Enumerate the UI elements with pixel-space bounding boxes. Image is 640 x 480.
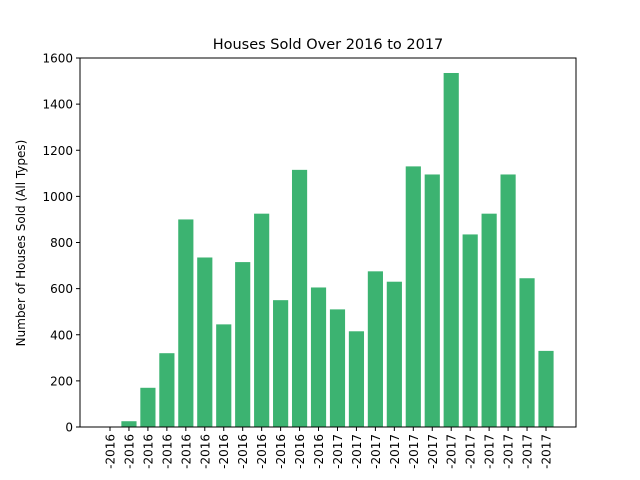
x-tick-label: -2016 xyxy=(198,434,212,469)
y-tick-label: 1000 xyxy=(42,190,73,204)
x-tick-label: -2017 xyxy=(540,434,554,469)
y-axis-ticks: 0 200 400 600 800 1000 1200 1400 1600 xyxy=(42,52,80,435)
chart-title: Houses Sold Over 2016 to 2017 xyxy=(213,37,444,53)
y-tick-label: 400 xyxy=(50,328,73,342)
x-tick-label: -2017 xyxy=(388,434,402,469)
x-axis-ticks: -2016 -2016 -2016 -2016 -2016 -2016 -2016 -2016… xyxy=(104,427,554,469)
x-tick-label: -2016 xyxy=(141,434,155,469)
bar xyxy=(424,174,440,427)
bar xyxy=(121,421,137,427)
bar xyxy=(367,271,383,427)
bar xyxy=(310,287,327,427)
bars-group xyxy=(121,72,554,428)
bar xyxy=(140,387,156,427)
y-tick-label: 1200 xyxy=(42,144,73,158)
plot-frame xyxy=(79,57,577,428)
x-tick-label: -2016 xyxy=(160,434,174,469)
x-tick-label: -2016 xyxy=(179,434,193,469)
bar xyxy=(178,219,194,427)
x-tick-label: -2017 xyxy=(521,434,535,469)
bar xyxy=(197,257,213,427)
x-tick-label: -2017 xyxy=(369,434,383,469)
x-tick-label: -2017 xyxy=(350,434,364,469)
bar xyxy=(386,281,402,427)
x-tick-label: -2017 xyxy=(483,434,497,469)
x-tick-label: -2016 xyxy=(236,434,250,469)
y-tick-label: 200 xyxy=(50,374,73,388)
x-tick-label: -2017 xyxy=(445,434,459,469)
bar xyxy=(291,169,308,427)
bar xyxy=(216,324,232,427)
bar xyxy=(481,213,497,427)
x-tick-label: -2016 xyxy=(255,434,269,469)
bar xyxy=(235,262,251,427)
x-tick-label: -2016 xyxy=(274,434,288,469)
y-tick-label: 1600 xyxy=(42,52,73,66)
bar xyxy=(519,278,535,427)
y-tick-label: 600 xyxy=(50,282,73,296)
x-tick-label: -2016 xyxy=(312,434,326,469)
bar xyxy=(500,174,516,427)
x-tick-label: -2017 xyxy=(464,434,478,469)
bar xyxy=(462,234,478,427)
x-tick-label: -2016 xyxy=(122,434,136,469)
x-tick-label: -2017 xyxy=(426,434,440,469)
x-tick-label: -2016 xyxy=(293,434,307,469)
y-axis-label: Number of Houses Sold (All Types) xyxy=(14,140,28,347)
bar xyxy=(405,166,421,427)
y-tick-label: 1400 xyxy=(42,98,73,112)
x-tick-label: -2016 xyxy=(217,434,231,469)
y-tick-label: 0 xyxy=(65,421,73,435)
bar xyxy=(329,309,346,427)
x-tick-label: -2017 xyxy=(331,434,345,469)
bar xyxy=(348,331,365,427)
x-tick-label: -2016 xyxy=(104,434,118,469)
x-tick-label: -2017 xyxy=(502,434,516,469)
bar xyxy=(273,300,289,427)
bar xyxy=(538,350,554,427)
bar xyxy=(254,213,270,427)
x-tick-label: -2017 xyxy=(407,434,421,469)
bar xyxy=(159,353,175,427)
bar xyxy=(443,72,459,428)
y-tick-label: 800 xyxy=(50,236,73,250)
